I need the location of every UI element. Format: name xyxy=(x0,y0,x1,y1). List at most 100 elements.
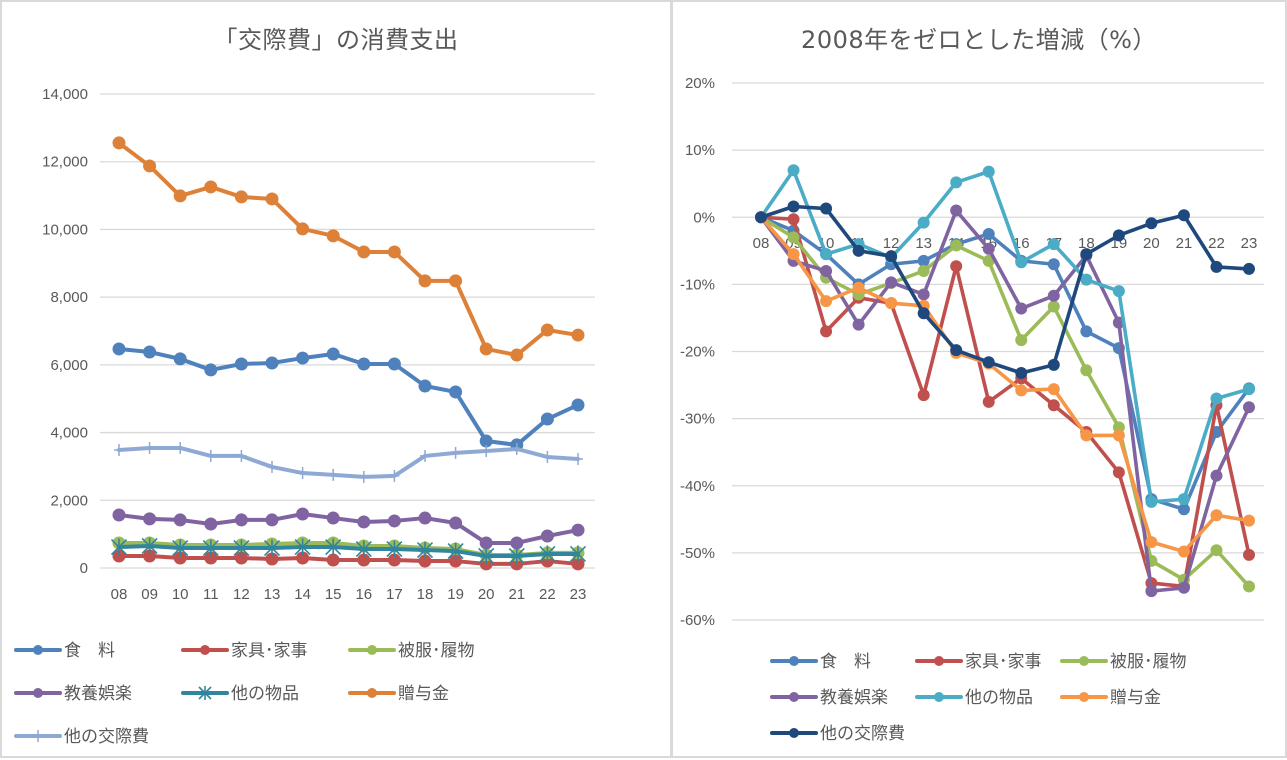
data-point xyxy=(387,245,401,259)
series-line xyxy=(117,445,580,479)
x-tick-label: 10 xyxy=(172,586,189,603)
data-point xyxy=(143,345,157,359)
series-4 xyxy=(110,537,587,565)
chart-panel-left: 「交際費」の消費支出 0 2,000 4,000 6,000 8,000 10,000 12… xyxy=(0,0,672,758)
y-tick-label: -10% xyxy=(680,276,715,293)
x-tick-label: 16 xyxy=(355,586,372,603)
y-tick-label: 6,000 xyxy=(50,357,88,374)
data-point xyxy=(1080,273,1093,286)
data-point xyxy=(1015,302,1028,315)
series-5 xyxy=(112,136,585,362)
data-point xyxy=(1112,429,1125,442)
legend-swatch-marker xyxy=(33,730,43,742)
data-point xyxy=(787,213,800,226)
data-point xyxy=(1015,256,1028,269)
x-tick-label: 18 xyxy=(417,586,434,603)
data-point xyxy=(1243,580,1255,593)
data-point xyxy=(1047,289,1060,302)
data-point xyxy=(1080,429,1093,442)
legend-swatch-marker xyxy=(789,692,799,702)
data-point xyxy=(1177,503,1190,516)
data-point xyxy=(820,264,833,277)
data-point xyxy=(449,554,463,568)
gridlines xyxy=(732,82,1264,621)
legend-label: 他の物品 xyxy=(231,684,299,704)
data-point xyxy=(173,189,187,203)
x-tick-label: 15 xyxy=(325,586,342,603)
data-point xyxy=(296,507,310,521)
data-point xyxy=(1243,401,1255,414)
data-point xyxy=(478,547,495,565)
legend-label: 被服･履物 xyxy=(1110,652,1187,672)
x-tick-label: 13 xyxy=(264,586,281,603)
legend-label: 食 料 xyxy=(64,641,115,661)
data-point xyxy=(1210,392,1223,405)
data-point xyxy=(787,164,800,177)
data-point xyxy=(885,297,898,310)
data-point xyxy=(982,228,995,241)
data-point xyxy=(1210,260,1223,273)
series-line xyxy=(117,553,580,566)
series-3 xyxy=(112,507,585,550)
data-point xyxy=(1112,285,1125,298)
data-point xyxy=(416,541,434,559)
legend-item: 他の物品 xyxy=(181,684,299,704)
legend-swatch-marker xyxy=(200,645,210,655)
x-tick-label: 08 xyxy=(753,235,770,252)
data-point xyxy=(112,549,126,563)
data-point xyxy=(112,508,126,522)
series-line xyxy=(759,215,1251,589)
legend-swatch-marker xyxy=(33,688,43,698)
y-tick-label: 14,000 xyxy=(42,86,88,103)
series-line xyxy=(759,204,1251,375)
data-point xyxy=(267,460,277,473)
chart-panel-right: 2008年をゼロとした増減（%） -60% -50% -40% -30% -20% -10… xyxy=(671,0,1287,758)
data-point xyxy=(418,379,432,393)
y-tick-label: 10% xyxy=(685,142,715,159)
legend-item: 贈与金 xyxy=(1060,688,1161,708)
data-point xyxy=(1112,466,1125,479)
data-point xyxy=(1243,383,1255,396)
data-point xyxy=(852,244,865,257)
data-point xyxy=(569,545,587,563)
y-tick-label: -20% xyxy=(680,344,715,361)
data-point xyxy=(479,434,493,448)
data-point xyxy=(982,395,995,408)
data-point xyxy=(173,513,187,527)
data-point xyxy=(205,449,216,462)
y-tick-label: 0 xyxy=(80,560,88,577)
data-point xyxy=(540,529,554,543)
data-point xyxy=(1047,358,1060,371)
data-point xyxy=(479,536,493,550)
x-tick-label: 11 xyxy=(203,586,219,603)
series-line xyxy=(117,346,580,447)
legend-swatch-marker xyxy=(198,686,212,700)
data-point xyxy=(450,446,461,459)
x-tick-label: 21 xyxy=(1176,235,1193,252)
data-point xyxy=(571,557,585,571)
x-tick-label: 21 xyxy=(508,586,525,603)
data-point xyxy=(1177,493,1190,506)
data-point xyxy=(173,551,187,565)
data-point xyxy=(982,356,995,369)
data-point xyxy=(358,470,369,483)
data-point xyxy=(357,357,371,371)
data-point xyxy=(355,540,372,558)
data-point xyxy=(234,190,248,204)
data-point xyxy=(885,276,898,289)
data-point xyxy=(917,288,930,301)
data-point xyxy=(1210,469,1223,482)
series-line xyxy=(759,168,1251,504)
data-point xyxy=(449,385,463,399)
data-point xyxy=(387,357,401,371)
legend-item: 教養娯楽 xyxy=(14,684,132,704)
y-tick-label: -30% xyxy=(680,411,715,428)
data-point xyxy=(234,513,248,527)
data-point xyxy=(755,211,767,224)
data-point xyxy=(982,242,995,255)
data-point xyxy=(447,542,464,560)
y-tick-label: -50% xyxy=(680,545,715,562)
gridlines xyxy=(100,93,595,569)
data-point xyxy=(820,295,833,308)
